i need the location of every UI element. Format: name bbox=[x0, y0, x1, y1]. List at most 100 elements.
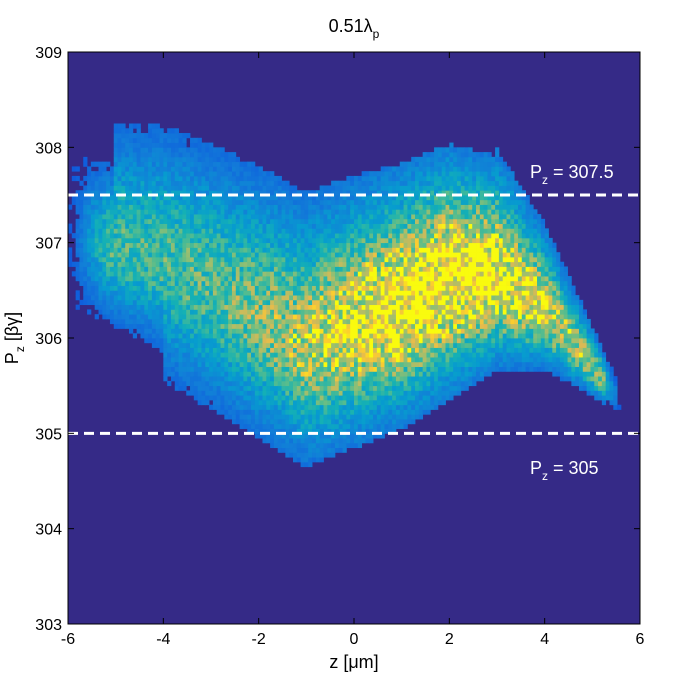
heatmap-cell bbox=[94, 276, 99, 282]
heatmap-cell bbox=[350, 204, 355, 210]
heatmap-cell bbox=[98, 166, 103, 172]
heatmap-cell bbox=[315, 447, 321, 453]
heatmap-cell bbox=[129, 266, 134, 272]
heatmap-cell bbox=[159, 247, 164, 253]
heatmap-cell bbox=[148, 175, 153, 182]
heatmap-cell bbox=[220, 223, 225, 229]
heatmap-cell bbox=[407, 318, 412, 325]
heatmap-cell bbox=[151, 218, 157, 224]
heatmap-cell bbox=[273, 299, 279, 306]
heatmap-cell bbox=[140, 156, 145, 163]
heatmap-cell bbox=[102, 299, 107, 306]
heatmap-cell bbox=[357, 242, 363, 248]
heatmap-cell bbox=[129, 323, 134, 329]
heatmap-cell bbox=[209, 214, 214, 220]
heatmap-cell bbox=[163, 180, 168, 186]
heatmap-cell bbox=[262, 390, 267, 396]
heatmap-cell bbox=[365, 266, 370, 272]
heatmap-cell bbox=[254, 252, 260, 258]
heatmap-cell bbox=[277, 285, 282, 291]
heatmap-cell bbox=[129, 152, 134, 158]
heatmap-cell bbox=[308, 328, 313, 334]
heatmap-cell bbox=[418, 271, 424, 277]
heatmap-cell bbox=[285, 318, 290, 325]
heatmap-cell bbox=[388, 195, 393, 201]
heatmap-cell bbox=[121, 223, 126, 229]
heatmap-cell bbox=[357, 304, 363, 310]
heatmap-cell bbox=[231, 295, 237, 301]
heatmap-cell bbox=[170, 352, 176, 358]
heatmap-cell bbox=[296, 347, 302, 353]
heatmap-cell bbox=[350, 214, 355, 220]
heatmap-cell bbox=[190, 256, 195, 263]
heatmap-cell bbox=[380, 209, 385, 215]
heatmap-cell bbox=[342, 223, 347, 229]
heatmap-cell bbox=[289, 376, 294, 382]
heatmap-cell bbox=[209, 261, 214, 267]
heatmap-cell bbox=[380, 261, 385, 267]
heatmap-cell bbox=[350, 247, 355, 253]
heatmap-cell bbox=[159, 209, 164, 215]
heatmap-cell bbox=[90, 237, 96, 244]
heatmap-cell bbox=[193, 352, 199, 358]
heatmap-cell bbox=[90, 214, 96, 220]
heatmap-cell bbox=[71, 271, 77, 277]
heatmap-cell bbox=[289, 237, 294, 244]
heatmap-cell bbox=[312, 252, 317, 258]
heatmap-cell bbox=[102, 190, 107, 196]
heatmap-cell bbox=[346, 218, 351, 224]
heatmap-cell bbox=[289, 366, 294, 372]
heatmap-cell bbox=[132, 295, 138, 301]
heatmap-cell bbox=[125, 128, 130, 134]
heatmap-cell bbox=[392, 199, 397, 205]
heatmap-cell bbox=[262, 409, 267, 415]
heatmap-cell bbox=[262, 261, 267, 267]
heatmap-cell bbox=[422, 342, 427, 348]
heatmap-cell bbox=[346, 204, 351, 210]
heatmap-cell bbox=[365, 428, 370, 434]
heatmap-cell bbox=[388, 357, 393, 363]
heatmap-cell bbox=[129, 180, 134, 186]
heatmap-cell bbox=[174, 199, 179, 205]
heatmap-cell bbox=[399, 252, 404, 258]
heatmap-cell bbox=[197, 285, 202, 291]
heatmap-cell bbox=[262, 233, 267, 239]
heatmap-cell bbox=[243, 242, 248, 248]
heatmap-cell bbox=[292, 314, 298, 320]
heatmap-cell bbox=[354, 266, 359, 272]
heatmap-cell bbox=[163, 214, 168, 220]
heatmap-cell bbox=[415, 309, 420, 315]
heatmap-cell bbox=[243, 161, 248, 167]
heatmap-cell bbox=[399, 256, 404, 263]
heatmap-cell bbox=[308, 390, 313, 396]
heatmap-cell bbox=[361, 228, 366, 234]
heatmap-cell bbox=[327, 266, 332, 272]
heatmap-cell bbox=[369, 218, 374, 224]
heatmap-cell bbox=[113, 133, 118, 139]
heatmap-cell bbox=[384, 304, 389, 310]
heatmap-cell bbox=[197, 237, 202, 244]
heatmap-cell bbox=[285, 280, 290, 286]
heatmap-cell bbox=[304, 414, 309, 420]
heatmap-cell bbox=[376, 299, 382, 306]
heatmap-cell bbox=[224, 156, 229, 163]
heatmap-cell bbox=[365, 347, 370, 353]
heatmap-cell bbox=[197, 190, 202, 196]
heatmap-cell bbox=[205, 276, 210, 282]
heatmap-cell bbox=[159, 266, 164, 272]
heatmap-cell bbox=[205, 285, 210, 291]
heatmap-cell bbox=[98, 223, 103, 229]
heatmap-cell bbox=[155, 133, 160, 139]
heatmap-cell bbox=[90, 209, 96, 215]
heatmap-cell bbox=[83, 214, 88, 220]
heatmap-cell bbox=[441, 366, 446, 372]
heatmap-cell bbox=[346, 180, 351, 186]
heatmap-cell bbox=[373, 266, 378, 272]
heatmap-cell bbox=[262, 428, 267, 434]
heatmap-cell bbox=[132, 242, 138, 248]
heatmap-cell bbox=[365, 409, 370, 415]
heatmap-cell bbox=[155, 299, 160, 306]
heatmap-cell bbox=[426, 342, 431, 348]
heatmap-cell bbox=[243, 247, 248, 253]
heatmap-cell bbox=[346, 390, 351, 396]
